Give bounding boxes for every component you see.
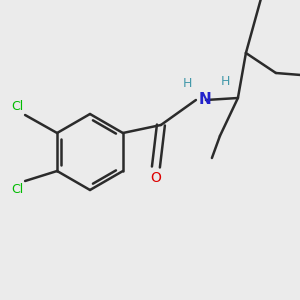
Text: N: N xyxy=(199,92,212,106)
Text: H: H xyxy=(183,77,193,90)
Text: H: H xyxy=(221,75,231,88)
Text: Cl: Cl xyxy=(11,100,23,113)
Text: Cl: Cl xyxy=(11,183,23,196)
Text: O: O xyxy=(151,171,161,185)
